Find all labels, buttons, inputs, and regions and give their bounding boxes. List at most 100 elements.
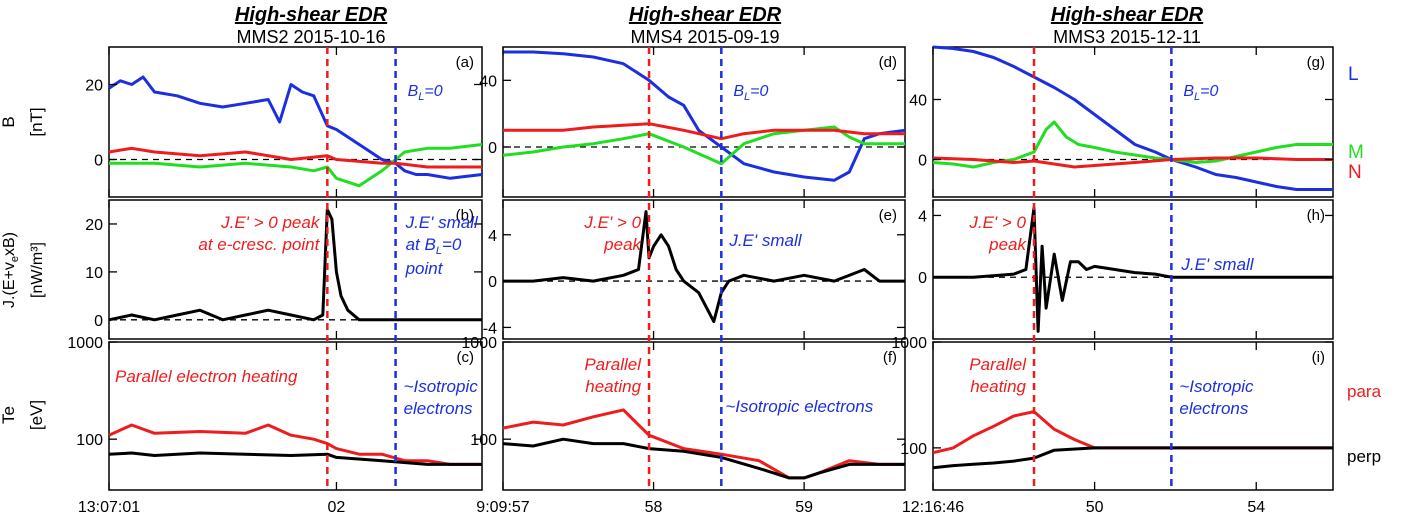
- annotation-te-blue: electrons: [404, 399, 473, 418]
- row-label-text: J.(E+v: [1, 262, 18, 308]
- annotation-subscript: L: [1194, 91, 1200, 103]
- annotation-te-blue: ~Isotropic electrons: [725, 397, 873, 416]
- x-tick-label: 59: [795, 499, 813, 516]
- column-title-text: High-shear EDR: [628, 4, 782, 26]
- annotation-j-red: J.E' > 0: [968, 213, 1026, 232]
- annotation-te-blue: electrons: [1179, 399, 1248, 418]
- annotation-j-blue: at BL=0: [406, 235, 462, 257]
- annotation-text: =0: [442, 235, 462, 254]
- row-label-te-unit: [eV]: [27, 400, 46, 430]
- panel-frame: [108, 341, 483, 491]
- annotation-j-blue: J.E' small: [1180, 255, 1254, 274]
- y-tick-label: 0: [918, 153, 927, 170]
- panel-frame: [932, 341, 1334, 491]
- y-tick-label: -4: [483, 320, 497, 337]
- panel-letter: (b): [456, 207, 474, 224]
- series-line-L: [503, 50, 906, 182]
- row-label-te: Te: [0, 406, 18, 424]
- y-tick-label: 40: [909, 93, 927, 110]
- annotation-text: B: [1183, 83, 1194, 100]
- y-tick-label: 0: [488, 140, 497, 157]
- annotation-te-red: Parallel: [969, 355, 1027, 374]
- series-line-perp: [108, 451, 482, 466]
- column-title-text: High-shear EDR: [234, 4, 388, 26]
- y-tick-label: 1000: [461, 335, 497, 352]
- panel-letter: (a): [456, 54, 474, 71]
- x-tick-label: 9:09:57: [476, 499, 529, 516]
- y-tick-label: 1000: [67, 335, 103, 352]
- y-tick-label: 20: [85, 217, 103, 234]
- y-tick-label: 10: [85, 265, 103, 282]
- x-tick-label: 58: [645, 499, 663, 516]
- annotation-te-blue: ~Isotropic: [404, 377, 479, 396]
- annotation-te-red: heating: [970, 377, 1026, 396]
- column-subtitle: MMS3 2015-12-11: [1053, 27, 1201, 47]
- panel-letter: (g): [1307, 54, 1325, 71]
- annotation-te-red: heating: [585, 377, 641, 396]
- series-line-perp: [932, 446, 1333, 470]
- y-tick-label: 4: [488, 228, 497, 245]
- annotation-bl0: BL=0: [1183, 83, 1218, 103]
- panel-letter: (c): [457, 349, 475, 366]
- series-line-perp: [502, 437, 905, 480]
- row-label-j-unit: [nW/m³]: [29, 242, 46, 298]
- y-tick-label: 100: [76, 432, 103, 449]
- row-label-b: B: [0, 116, 18, 127]
- row-label-subscript: e: [9, 256, 21, 262]
- annotation-text: =0: [750, 83, 768, 100]
- y-tick-label: 1000: [891, 335, 927, 352]
- annotation-j-blue: J.E' small: [728, 231, 802, 250]
- annotation-text: =0: [1200, 83, 1218, 100]
- y-tick-label: 4: [918, 208, 927, 225]
- annotation-te-red: Parallel electron heating: [115, 367, 298, 386]
- annotation-j-red: peak: [603, 235, 642, 254]
- panel-frame: [502, 341, 906, 491]
- annotation-subscript: L: [436, 245, 442, 257]
- annotation-text: B: [733, 83, 744, 100]
- panel-letter: (d): [879, 54, 897, 71]
- x-tick-label: 12:16:46: [902, 499, 964, 516]
- row-label-j: J.(E+vexB): [1, 232, 21, 308]
- column-title-1: High-shear EDR MMS2 2015-10-16: [131, 4, 491, 48]
- annotation-j-blue: J.E' small: [405, 213, 479, 232]
- y-tick-label: 20: [85, 78, 103, 95]
- panel-letter: (i): [1312, 349, 1325, 366]
- x-tick-label: 02: [328, 499, 346, 516]
- x-tick-label: 54: [1247, 499, 1265, 516]
- panel-frame: [108, 199, 483, 340]
- plot-layer: [108, 45, 1334, 491]
- y-tick-label: 100: [900, 441, 927, 458]
- series-line-M: [502, 125, 905, 166]
- annotation-text: at B: [406, 235, 436, 254]
- panel-frame: [502, 46, 906, 198]
- series-line-J.E': [933, 206, 1333, 333]
- annotation-j-red: J.E' > 0: [583, 213, 641, 232]
- legend-L: L: [1348, 64, 1359, 85]
- series-line-para: [108, 423, 482, 466]
- y-tick-label: 0: [94, 153, 103, 170]
- column-subtitle: MMS2 2015-10-16: [236, 27, 386, 47]
- panel-letter: (e): [879, 207, 897, 224]
- annotation-j-red: at e-cresc. point: [198, 235, 320, 254]
- annotation-j-red: peak: [988, 235, 1027, 254]
- series-line-J.E': [108, 208, 482, 322]
- row-label-b-unit: [nT]: [27, 107, 46, 136]
- y-tick-label: 40: [479, 73, 497, 90]
- y-tick-label: 0: [94, 313, 103, 330]
- legend-perp: perp: [1347, 447, 1381, 466]
- legend-N: N: [1348, 162, 1362, 183]
- annotation-text: =0: [424, 83, 442, 100]
- annotation-bl0: BL=0: [733, 83, 768, 103]
- series-line-para: [502, 408, 905, 480]
- series-line-M: [109, 143, 483, 188]
- annotation-subscript: L: [744, 91, 750, 103]
- panel-letter: (f): [883, 349, 897, 366]
- panel-frame: [502, 199, 906, 340]
- y-tick-label: 100: [470, 432, 497, 449]
- annotation-j-red: J.E' > 0 peak: [220, 213, 321, 232]
- column-title-3: High-shear EDR MMS3 2015-12-11: [947, 4, 1307, 48]
- series-line-N: [932, 156, 1333, 169]
- x-tick-label: 50: [1086, 499, 1104, 516]
- annotation-subscript: L: [418, 91, 424, 103]
